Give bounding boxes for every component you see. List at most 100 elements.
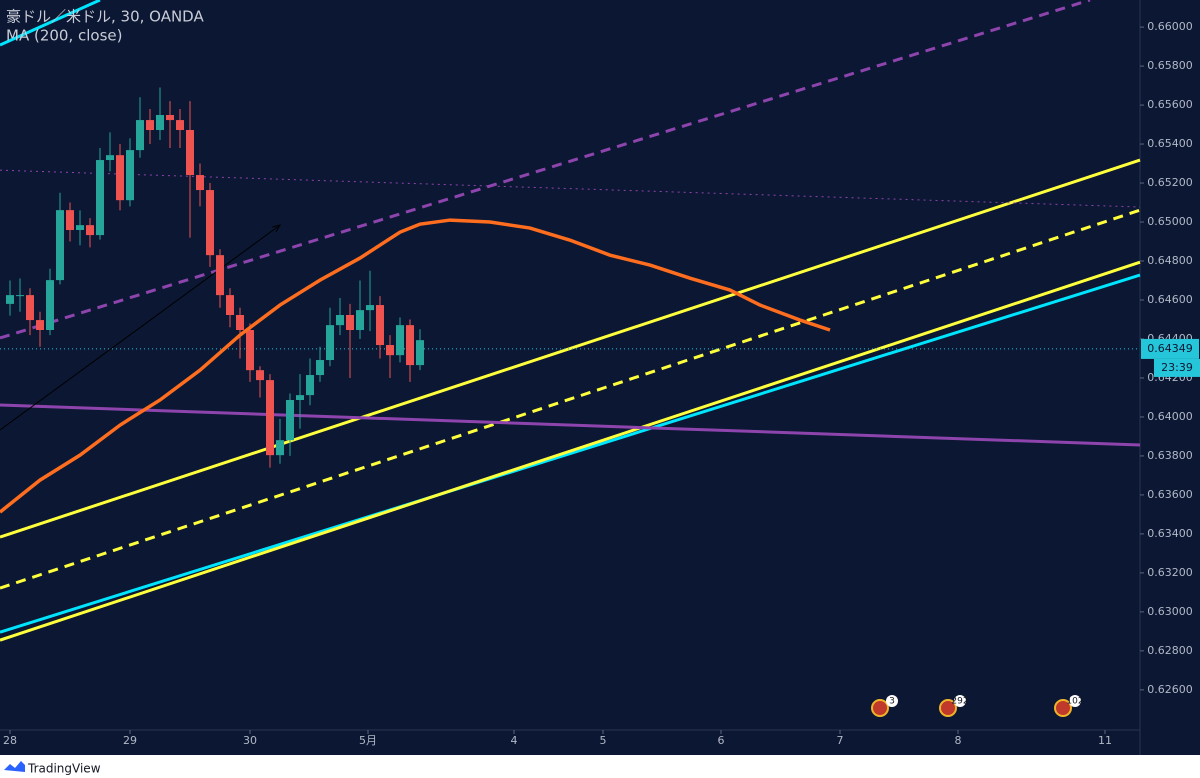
y-tick-label: 0.65400 <box>1147 137 1193 150</box>
y-tick-label: 0.63600 <box>1147 488 1193 501</box>
candle-body <box>136 120 144 151</box>
candle-body <box>96 160 104 236</box>
candle-body <box>376 305 384 346</box>
trend-line <box>0 208 1141 590</box>
trend-line <box>0 224 281 431</box>
trend-line <box>0 158 1141 539</box>
y-tick-label: 0.63400 <box>1147 527 1193 540</box>
candle-body <box>416 340 424 366</box>
y-tick-label: 0.63000 <box>1147 605 1193 618</box>
candle-body <box>386 345 394 356</box>
candle-body <box>156 115 164 131</box>
event-icon <box>1054 699 1072 717</box>
candle-body <box>406 325 414 366</box>
candle-body <box>256 370 264 381</box>
y-tick-label: 0.64600 <box>1147 293 1193 306</box>
x-tick-label: 29 <box>123 734 137 747</box>
candle-body <box>186 130 194 176</box>
candle-body <box>306 375 314 396</box>
candle-body <box>286 399 294 441</box>
x-tick-label: 11 <box>1098 734 1112 747</box>
candle-body <box>36 320 44 331</box>
y-tick-label: 0.62600 <box>1147 683 1193 696</box>
x-tick-label: 8 <box>955 734 962 747</box>
candle-body <box>356 310 364 331</box>
x-tick-label: 4 <box>511 734 518 747</box>
event-badge <box>1069 695 1081 707</box>
x-tick-label: 28 <box>3 734 17 747</box>
y-tick-label: 0.64000 <box>1147 410 1193 423</box>
candle-body <box>246 330 254 371</box>
y-tick-label: 0.63800 <box>1147 449 1193 462</box>
candle-body <box>336 315 344 326</box>
chart-title: 豪ドル／米ドル, 30, OANDA <box>6 8 204 26</box>
x-tick-label: 6 <box>718 734 725 747</box>
candle-body <box>266 380 274 456</box>
candle-body <box>146 120 154 131</box>
candle-body <box>26 295 34 321</box>
candle-body <box>76 225 84 231</box>
event-badge <box>886 695 898 707</box>
candle-body <box>166 115 174 121</box>
candle-body <box>366 305 374 311</box>
trend-line <box>0 273 1141 634</box>
y-tick-label: 0.65200 <box>1147 176 1193 189</box>
candle-body <box>116 155 124 201</box>
candle-body <box>236 315 244 331</box>
y-tick-label: 0.66000 <box>1147 20 1193 33</box>
x-tick-label: 7 <box>837 734 844 747</box>
trend-line <box>0 260 1141 642</box>
plot-area <box>0 0 1141 642</box>
x-tick-label: 5 <box>600 734 607 747</box>
brand-logo: TradingView <box>4 761 101 776</box>
candle-body <box>326 325 334 361</box>
candle-body <box>176 120 184 131</box>
y-tick-label: 0.63200 <box>1147 566 1193 579</box>
event-count: 292 <box>951 697 968 707</box>
candle-body <box>316 360 324 376</box>
trend-line <box>0 0 101 47</box>
last-price-box <box>1141 338 1199 359</box>
candle-body <box>396 325 404 356</box>
event-count: 3 <box>889 697 895 707</box>
candle-body <box>16 295 24 297</box>
countdown-box <box>1154 358 1200 377</box>
candle-body <box>346 315 354 331</box>
x-tick-label: 30 <box>243 734 257 747</box>
candle-body <box>196 175 204 191</box>
candle-body <box>276 440 284 456</box>
y-tick-label: 0.64800 <box>1147 254 1193 267</box>
y-tick-label: 0.65000 <box>1147 215 1193 228</box>
trend-line <box>0 169 1141 208</box>
trend-line <box>0 403 1141 447</box>
last-price-label: 0.64349 <box>1147 342 1193 355</box>
candle-body <box>216 255 224 296</box>
candle-body <box>296 395 304 400</box>
candle-body <box>86 225 94 236</box>
event-icon <box>939 699 957 717</box>
countdown-label: 23:39 <box>1161 361 1193 374</box>
event-badge <box>954 695 966 707</box>
y-tick-label: 0.65600 <box>1147 98 1193 111</box>
y-tick-label: 0.65800 <box>1147 59 1193 72</box>
candle-body <box>126 150 134 201</box>
candle-body <box>46 280 54 331</box>
candle-body <box>66 210 74 231</box>
ma-label: MA (200, close) <box>6 27 122 45</box>
candle-body <box>6 295 14 304</box>
candle-body <box>206 190 214 256</box>
x-tick-label: 5月 <box>359 734 377 747</box>
ma-line <box>0 218 831 514</box>
brand-icon <box>4 761 25 772</box>
background <box>0 0 1200 755</box>
candle-body <box>56 210 64 281</box>
event-icon <box>871 699 889 717</box>
arrow-head <box>272 224 282 233</box>
y-tick-label: 0.62800 <box>1147 644 1193 657</box>
trend-line <box>0 0 1091 340</box>
brand-name: TradingView <box>27 762 101 776</box>
candle-body <box>226 295 234 316</box>
candle-body <box>106 155 114 161</box>
